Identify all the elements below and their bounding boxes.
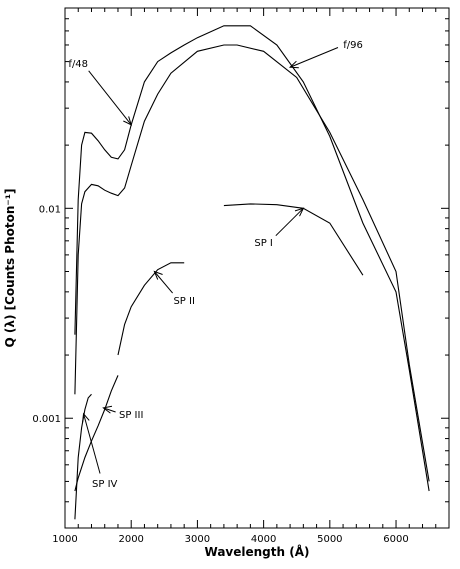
annotation-arrowhead-f-48: [123, 116, 133, 126]
annotation-arrow-f-48: [88, 70, 132, 126]
x-tick-label: 3000: [185, 534, 210, 545]
annotation-arrowhead-f-96: [288, 60, 299, 69]
annotation-arrow-sp-iv: [83, 413, 101, 474]
y-tick-label: 0.001: [32, 414, 61, 425]
annotations: f/48 f/96 SP I SP II SP III SP IV: [68, 40, 362, 490]
annotation-arrowhead-sp-ii: [153, 270, 163, 280]
x-tick-label: 4000: [251, 534, 276, 545]
series-line-sp-ii: [117, 262, 185, 356]
series-line-sp-iii: [74, 375, 119, 492]
annotation-sp-ii: SP II: [173, 296, 194, 307]
annotation-f-96: f/96: [343, 40, 363, 51]
annotation-f-48: f/48: [68, 59, 88, 70]
series-line-f-48: [74, 25, 430, 492]
annotation-sp-iii: SP III: [119, 410, 143, 421]
annotation-arrowhead-sp-iv: [82, 412, 90, 423]
series-line-sp-i: [223, 203, 364, 276]
series-line-f-96: [74, 44, 430, 482]
series-curves: [74, 25, 430, 520]
annotation-arrow-f-96: [289, 47, 339, 68]
axis-ticks: 1000 2000 3000 4000 5000 6000 0.001 0.01: [32, 7, 450, 545]
annotation-sp-i: SP I: [254, 238, 273, 249]
annotation-arrow-sp-ii: [153, 271, 173, 294]
annotation-sp-iv: SP IV: [92, 479, 118, 490]
y-axis-label: Q (λ) [Counts Photon⁻¹]: [3, 189, 17, 348]
x-tick-label: 2000: [118, 534, 143, 545]
annotation-arrow-sp-iii: [103, 407, 116, 413]
annotation-arrow-sp-i: [275, 207, 304, 237]
x-tick-label: 5000: [317, 534, 342, 545]
x-tick-label: 6000: [383, 534, 408, 545]
x-tick-label: 1000: [52, 534, 77, 545]
y-tick-label: 0.01: [39, 204, 61, 215]
annotation-arrowhead-sp-i: [294, 207, 305, 217]
annotation-arrowhead-sp-iii: [102, 405, 113, 414]
x-axis-label: Wavelength (Å): [205, 544, 310, 559]
plot-frame: [64, 7, 450, 529]
